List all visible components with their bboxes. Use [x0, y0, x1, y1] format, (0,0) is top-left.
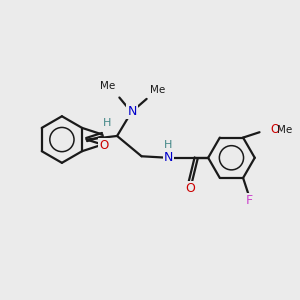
Text: O: O: [185, 182, 195, 195]
Text: Me: Me: [150, 85, 165, 95]
Text: H: H: [102, 118, 111, 128]
Text: F: F: [245, 194, 253, 207]
Text: Me: Me: [100, 81, 116, 92]
Text: N: N: [127, 105, 137, 118]
Text: N: N: [164, 151, 173, 164]
Text: O: O: [270, 123, 279, 136]
Text: O: O: [99, 139, 109, 152]
Text: H: H: [164, 140, 172, 150]
Text: Me: Me: [278, 125, 293, 135]
